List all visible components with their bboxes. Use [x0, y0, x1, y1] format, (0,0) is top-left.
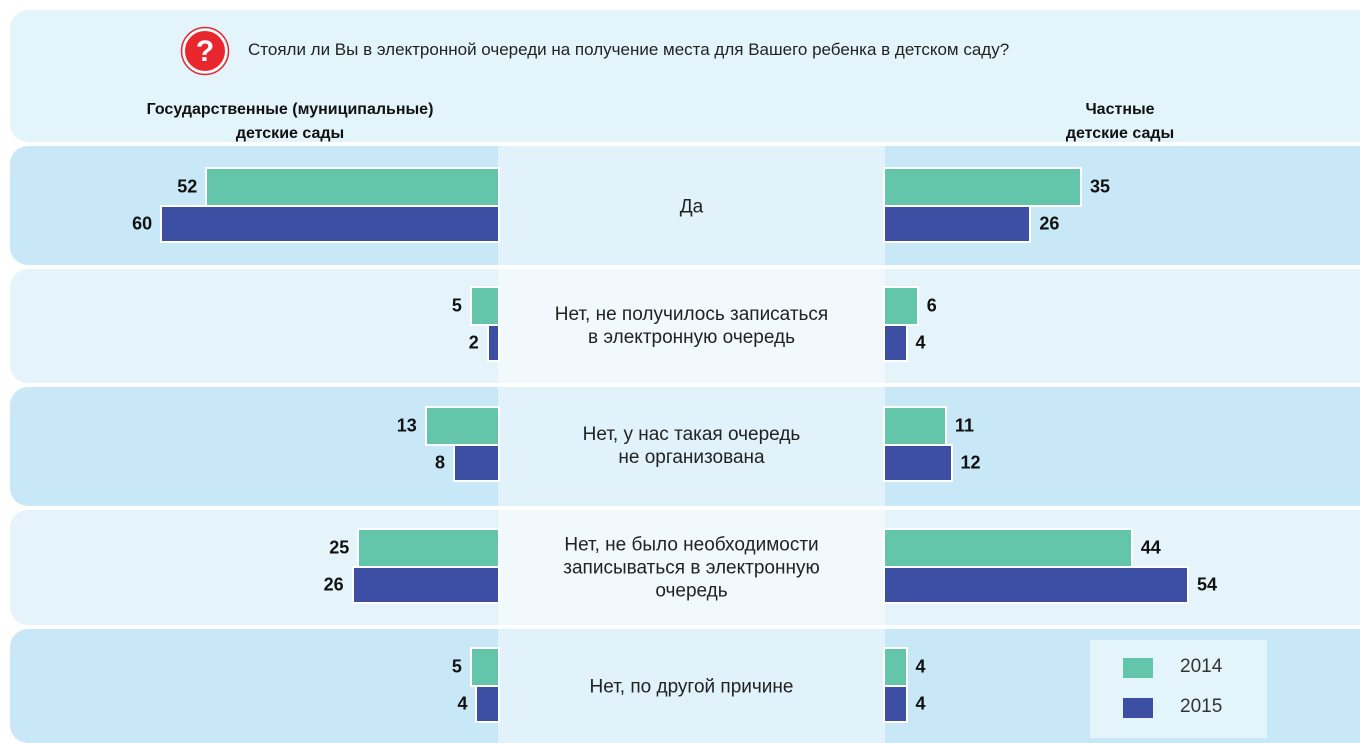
value-label: 12: [960, 452, 981, 473]
panel-title: Государственные (муниципальные) детские …: [146, 101, 434, 142]
bar: [883, 167, 1083, 207]
category-label: Нет, не было необходимости записываться …: [563, 534, 820, 602]
bar: [357, 528, 500, 568]
legend-label: 2015: [1180, 696, 1223, 717]
value-label: 5: [451, 295, 462, 316]
value-label: 35: [1090, 176, 1111, 197]
value-label: 25: [329, 537, 350, 558]
panel-title: Частные детские сады: [1065, 101, 1175, 142]
value-label: 4: [915, 656, 926, 677]
category-label: Нет, у нас такая очередь не организована: [582, 424, 801, 468]
bar: [475, 685, 500, 723]
legend-label: 2014: [1180, 656, 1223, 677]
value-label: 26: [323, 574, 344, 595]
header-panel: [10, 10, 1360, 142]
value-label: 5: [451, 656, 462, 677]
value-label: 6: [926, 295, 937, 316]
bar: [883, 205, 1032, 243]
legend-swatch: [1123, 698, 1153, 718]
bar: [486, 324, 500, 362]
bar: [205, 167, 500, 207]
bar: [160, 205, 500, 243]
bar: [883, 647, 908, 687]
value-label: 13: [396, 415, 417, 436]
svg-text:?: ?: [196, 35, 214, 68]
question-icon: ?: [180, 26, 230, 76]
value-label: 11: [954, 415, 974, 436]
value-label: 4: [915, 332, 926, 353]
category-label: Нет, по другой причине: [589, 676, 794, 698]
bar: [883, 286, 919, 326]
category-label: Нет, не получилось записаться в электрон…: [554, 304, 829, 348]
bar: [883, 566, 1190, 604]
chart-title: Стояли ли Вы в электронной очереди на по…: [248, 40, 1010, 59]
legend-swatch: [1123, 658, 1153, 678]
bar: [883, 528, 1133, 568]
value-label: 4: [457, 693, 468, 714]
legend: [1090, 640, 1267, 738]
bar: [883, 444, 953, 482]
bar: [452, 444, 500, 482]
bar: [469, 286, 500, 326]
value-label: 8: [434, 452, 445, 473]
row-band: [10, 269, 1360, 383]
value-label: 4: [915, 693, 926, 714]
value-label: 44: [1140, 537, 1161, 558]
bar: [883, 324, 908, 362]
bar: [883, 685, 908, 723]
value-label: 54: [1197, 574, 1218, 595]
value-label: 60: [132, 213, 153, 234]
value-label: 52: [177, 176, 198, 197]
bar: [351, 566, 500, 604]
bar: [883, 406, 947, 446]
category-label: Да: [679, 196, 704, 218]
row-band: [10, 387, 1360, 506]
bar: [469, 647, 500, 687]
bar: [424, 406, 500, 446]
value-label: 2: [468, 332, 479, 353]
center-column: [498, 146, 885, 743]
value-label: 26: [1039, 213, 1060, 234]
